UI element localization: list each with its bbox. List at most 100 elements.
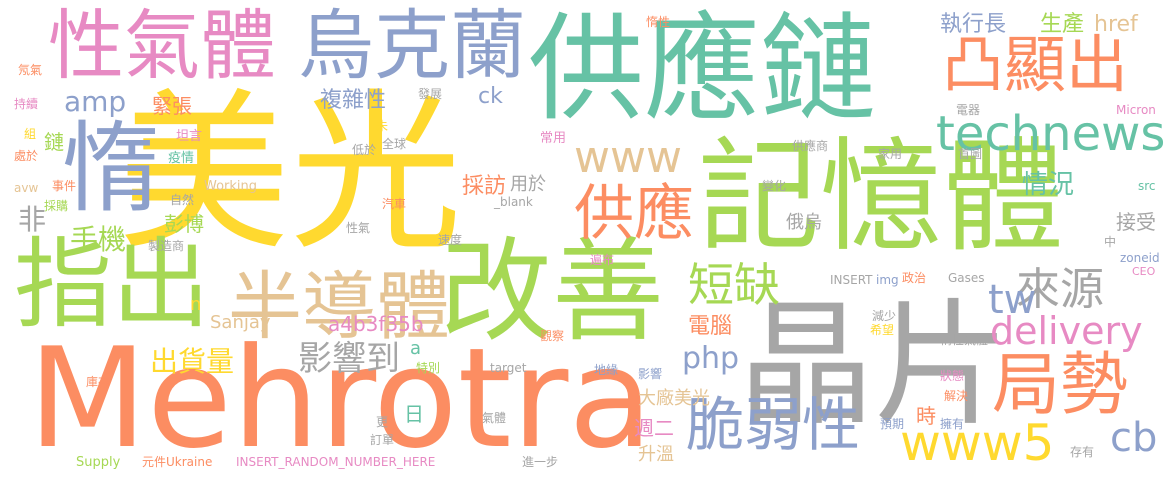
word-quanqiu: 全球 [382,137,407,151]
word-fei: 非 [18,203,47,236]
word-src: src [1138,179,1156,193]
word-shijian: 事件 [52,179,77,193]
word-n: n [190,294,202,315]
word-jianshao: 減少 [872,309,897,323]
word-insert: INSERT [830,273,873,287]
word-hash: a4b3f35b [328,312,424,336]
word-amp: amp [64,85,127,118]
word-delivery: delivery [990,309,1143,353]
word-zhong: 中 [1104,235,1117,249]
word-fazhan: 發展 [418,87,443,101]
word-jinyibu: 進一步 [522,455,559,469]
word-chuyu: 處於 [14,149,39,163]
word-duoxing: 惰性 [646,15,671,29]
word-tw: tw [988,277,1037,323]
word-micron: Micron [1116,103,1156,117]
word-zhengzhi: 政治 [902,271,927,285]
word-tanyan: 坦言 [176,129,203,144]
word-shouji: 手機 [70,223,127,256]
word-chixu: 持續 [14,97,39,111]
word-technews: technews [936,106,1166,162]
word-yongyou: 擁有 [940,417,965,431]
word-tuxianchu: 凸顯出 [942,28,1129,101]
word-www5: www5 [900,414,1055,472]
word-changyong: 常用 [540,131,567,146]
word-geng: 更 [376,415,389,429]
word-blank: _blank [494,195,533,209]
word-diyuan: 地緣 [594,363,619,377]
word-yingxiang: 影響 [638,367,663,381]
word-duo: 惰 [62,112,161,226]
word-zhuangtai: 狀態 [940,369,965,383]
word-www: www [574,132,682,183]
word-caifang: 採訪 [462,174,507,199]
word-kucun: 庫存 [86,375,111,389]
word-gongyinglian: 供應鏈 [528,2,876,137]
word-sanjay: Sanjay [210,312,271,333]
word-meiguang: 美光 [118,73,462,274]
word-dingdan: 訂單 [370,433,395,447]
word-yongyu: 用於 [510,174,546,195]
word-yiqing: 疫情 [168,151,195,166]
word-zhichu: 指出 [14,228,211,342]
word-bianhua: 變化 [762,179,787,193]
word-cunyou: 存有 [1070,445,1095,459]
word-dianqi: 電器 [956,103,981,117]
word-tebie: 特別 [416,361,441,375]
word-php: php [682,341,740,376]
word-xiwang: 希望 [870,323,895,337]
word-gaishan: 改善 [440,227,664,357]
word-qingkuang: 情況 [1022,170,1075,200]
word-jieshou: 接受 [1116,210,1156,234]
word-qiche: 汽車 [382,197,407,211]
word-jingpian: 晶片 [738,287,1010,445]
word-ziran: 自然 [170,193,195,207]
word-shi: 時 [916,404,936,428]
word-duanque: 短缺 [688,258,780,312]
word-chuhuoliang: 出貨量 [150,345,235,378]
word-wei: 未 [376,119,389,133]
word-zoneid: zoneid [1120,251,1160,265]
word-gongyingshang: 供應商 [792,139,829,153]
word-diannao: 電腦 [688,314,733,339]
word-sudu: 速度 [438,233,463,247]
word-jiayong: 家用 [878,147,903,161]
word-jiyiti: 記憶體 [698,126,1064,268]
word-insert-random: INSERT_RANDOM_NUMBER_HERE [236,455,436,469]
word-ewu: 俄烏 [786,212,822,233]
word-shengchan: 生產 [1040,12,1085,37]
word-zhizaoshang: 製造商 [148,239,185,253]
word-zhouer: 週二 [634,416,674,440]
word-zu: 組 [24,127,37,141]
word-ck: ck [478,84,503,109]
word-yuanjian-ukraine: 元件Ukraine [142,455,213,469]
word-target: target [490,361,527,375]
word-guancha: 觀察 [540,329,565,343]
word-lian: 鏈 [44,130,64,154]
word-shengwen: 升溫 [638,444,674,465]
word-naiqi: 氖氣 [18,63,43,77]
word-yuqi: 預期 [880,417,905,431]
word-xingqiti: 性氣體 [48,1,276,90]
word-caigou: 採購 [44,199,69,213]
word-supply: Supply [76,455,121,470]
word-ceo: CEO [1132,265,1156,278]
word-cb: cb [1110,415,1158,461]
word-href: href [1094,12,1138,37]
word-dachangmeiguang: 大廠美光 [638,388,710,409]
word-qiti: 氣體 [482,411,507,425]
word-jiejue: 解決 [944,389,969,403]
word-wukelan: 烏克蘭 [298,1,526,90]
word-cuiruoxing: 脆弱性 [686,391,861,459]
word-mehrotra: Mehrotra [28,318,653,479]
word-bandaoti: 半導體 [228,264,450,350]
word-pengbo: 彭博 [164,212,204,236]
word-bianbu: 遍布 [590,253,615,267]
word-ri: 日 [404,402,424,426]
word-gongying: 供應 [574,179,694,249]
word-a: a [410,338,422,359]
word-avw: avw [14,181,39,195]
word-jushi: 局勢 [992,346,1129,425]
word-fuzaxing: 複雜性 [320,88,387,113]
